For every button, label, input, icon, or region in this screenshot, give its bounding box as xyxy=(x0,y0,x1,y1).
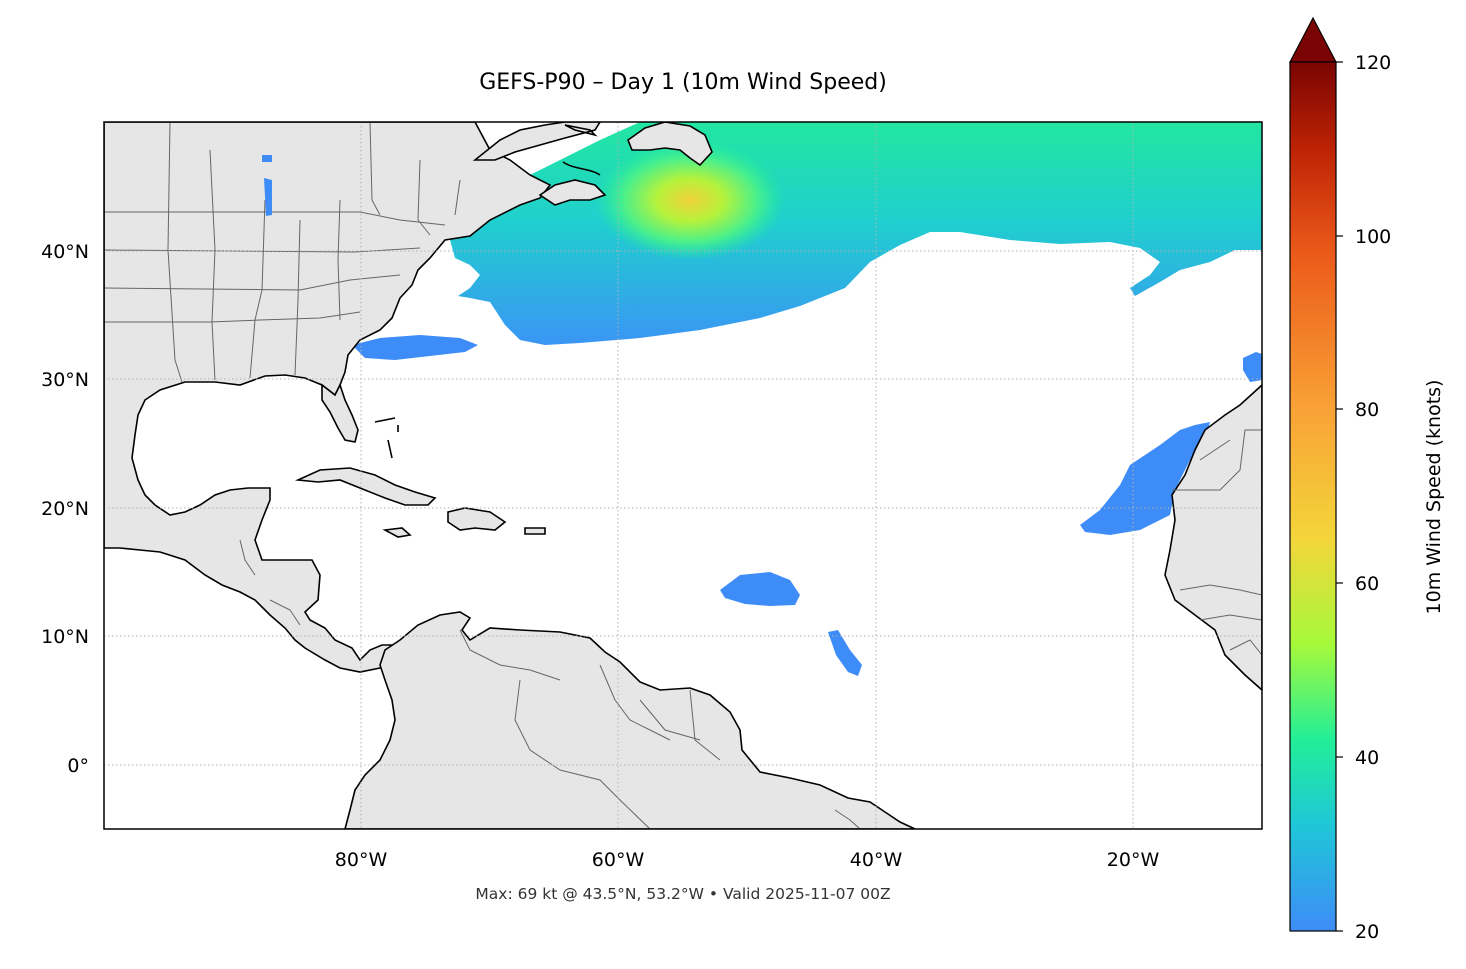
storm-core xyxy=(595,140,785,260)
land-anticosti xyxy=(564,124,598,137)
colorbar-gradient xyxy=(1289,61,1337,932)
colorbar-tick-label: 100 xyxy=(1355,226,1391,248)
land-quebec-coast xyxy=(472,122,601,161)
land-bahamas xyxy=(374,417,399,459)
colorbar-tick-label: 80 xyxy=(1355,399,1379,421)
map-caption: Max: 69 kt @ 43.5°N, 53.2°W • Valid 2025… xyxy=(475,885,891,903)
map-plot-area xyxy=(104,122,1262,829)
lon-tick-labels: 80°W 60°W 40°W 20°W xyxy=(335,849,1160,871)
wind-patch-east xyxy=(1243,352,1262,382)
land-north-america xyxy=(104,122,552,673)
map-frame xyxy=(103,121,1263,830)
lat-tick-label: 0° xyxy=(67,755,89,777)
colorbar-tick-label: 20 xyxy=(1355,921,1379,943)
land-pei xyxy=(562,161,601,176)
colorbar-tick-label: 60 xyxy=(1355,573,1379,595)
wind-patch-central-tail xyxy=(828,630,862,676)
map-title: GEFS-P90 – Day 1 (10m Wind Speed) xyxy=(479,70,887,95)
wind-patch-central xyxy=(720,572,800,606)
lat-tick-label: 40°N xyxy=(41,241,89,263)
land-cuba xyxy=(294,467,437,506)
colorbar-tick-label: 40 xyxy=(1355,747,1379,769)
lon-tick-label: 60°W xyxy=(592,849,645,871)
great-lakes xyxy=(262,155,272,216)
gridlines xyxy=(104,122,1262,829)
colorbar-tick-label: 120 xyxy=(1355,52,1391,74)
land-florida xyxy=(321,382,359,443)
political-borders xyxy=(104,122,1262,829)
lat-tick-label: 10°N xyxy=(41,626,89,648)
land-africa xyxy=(1164,383,1262,692)
lat-tick-label: 30°N xyxy=(41,369,89,391)
lon-tick-label: 40°W xyxy=(850,849,903,871)
lon-tick-label: 80°W xyxy=(335,849,388,871)
colorbar-title: 10m Wind Speed (knots) xyxy=(1423,380,1445,615)
land-hispaniola xyxy=(447,507,507,531)
lon-tick-label: 20°W xyxy=(1107,849,1160,871)
land-jamaica xyxy=(382,527,412,538)
land-newfoundland xyxy=(627,122,713,167)
land-maritimes xyxy=(538,179,607,206)
lat-tick-labels: 40°N 30°N 20°N 10°N 0° xyxy=(41,241,89,777)
colorbar: 20 40 60 80 100 120 10m Wind Speed (knot… xyxy=(1289,16,1445,943)
wind-patch-canary xyxy=(1080,422,1210,535)
colorbar-extend-arrow xyxy=(1289,16,1337,63)
land-puerto-rico xyxy=(524,527,546,535)
lat-tick-label: 20°N xyxy=(41,498,89,520)
colorbar-ticks xyxy=(1336,61,1343,932)
wind-patch-bermuda xyxy=(352,335,478,360)
